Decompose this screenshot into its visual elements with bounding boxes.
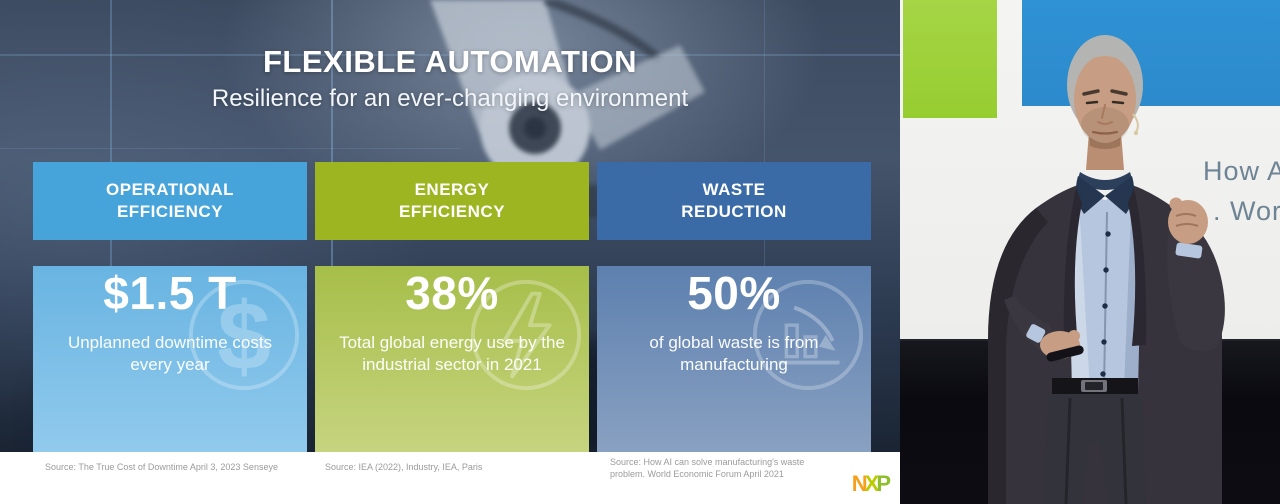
background-grid-line [0,148,460,149]
card-description: Unplanned downtime costs every year [67,333,273,375]
source-citation-waste: Source: How AI can solve manufacturing's… [610,457,805,479]
slide-footer: Source: The True Cost of Downtime April … [0,452,900,504]
slide-subtitle: Resilience for an ever-changing environm… [211,85,689,112]
stage-photo: How A . Wor [900,0,1280,504]
card-header-line2: REDUCTION [681,202,787,221]
slide-title: FLEXIBLE AUTOMATION [262,44,638,79]
source-citation-operational: Source: The True Cost of Downtime April … [45,462,278,472]
card-header: ENERGY EFFICIENCY [315,162,589,240]
background-grid-line [0,54,900,56]
card-body: 38% Total global energy use by the indus… [315,266,589,452]
card-body: 50% of global waste is from manufacturin… [597,266,871,452]
card-waste-reduction: WASTE REDUCTION 50% of global waste is f… [597,162,871,452]
dollar-circle-icon: $ [188,279,300,390]
screen-green-panel [903,0,997,118]
nxp-letter-p: P [876,471,891,496]
card-value: 50% [687,267,781,319]
nxp-letter-n: N [851,471,868,496]
card-energy-efficiency: ENERGY EFFICIENCY 38% Total global energ… [315,162,589,452]
nxp-logo: NXP [851,471,891,496]
speaker [988,35,1225,504]
card-header-line1: ENERGY [414,179,490,199]
card-value: $1.5 T [103,267,237,319]
card-value: 38% [405,267,499,319]
svg-text:$: $ [217,283,271,390]
card-header: WASTE REDUCTION [597,162,871,240]
card-description: Total global energy use by the industria… [339,333,565,375]
source-citation-energy: Source: IEA (2022), Industry, IEA, Paris [325,462,483,472]
card-header-line2: EFFICIENCY [116,202,224,221]
declining-chart-circle-icon [752,279,864,391]
screen-text-line1: How A [1203,156,1280,186]
screen-text-line2: . Wor [1213,196,1280,226]
card-header-line1: OPERATIONAL [106,179,234,199]
lightning-circle-icon [470,279,582,391]
nxp-letter-x: X [864,471,880,496]
card-header-line2: EFFICIENCY [398,202,506,221]
card-description: of global waste is from manufacturing [649,333,819,375]
screen-blue-panel [1022,0,1280,106]
card-header-line1: WASTE [702,179,766,199]
card-body: $ $1.5 T Unplanned downtime costs every … [33,266,307,452]
card-header: OPERATIONAL EFFICIENCY [33,162,307,240]
card-operational-efficiency: OPERATIONAL EFFICIENCY $ $1.5 T Unplanne… [33,162,307,452]
presentation-slide: FLEXIBLE AUTOMATION Resilience for an ev… [0,0,900,504]
